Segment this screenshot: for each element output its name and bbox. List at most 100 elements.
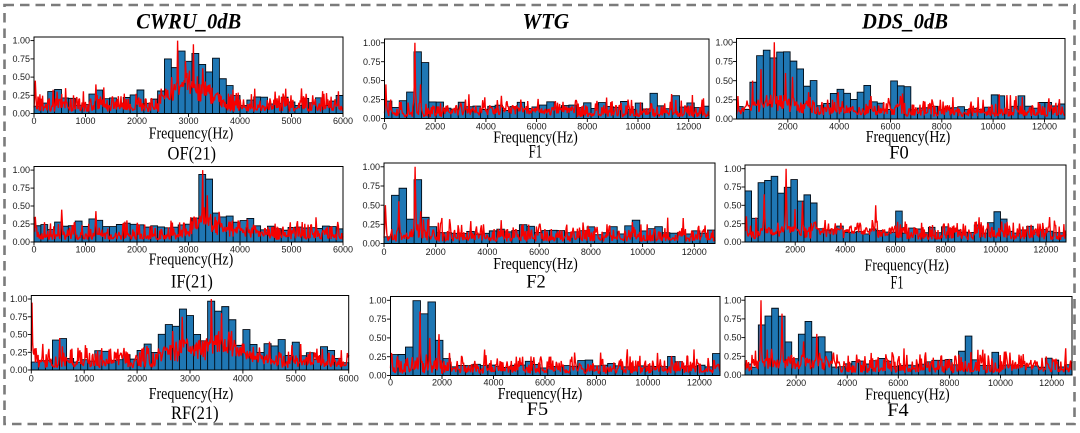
svg-text:1.00: 1.00 <box>715 37 733 47</box>
svg-text:5000: 5000 <box>281 245 301 255</box>
svg-text:4000: 4000 <box>233 373 253 383</box>
svg-text:4000: 4000 <box>230 245 250 255</box>
svg-text:6000: 6000 <box>339 373 359 383</box>
svg-text:0.75: 0.75 <box>715 57 733 67</box>
svg-text:4000: 4000 <box>837 378 857 388</box>
svg-text:1000: 1000 <box>75 245 95 255</box>
svg-text:10000: 10000 <box>635 378 660 388</box>
svg-text:Frequency(Hz): Frequency(Hz) <box>149 124 234 143</box>
svg-text:0: 0 <box>31 116 36 126</box>
svg-text:8000: 8000 <box>932 122 952 132</box>
svg-text:2000: 2000 <box>432 378 452 388</box>
svg-text:0: 0 <box>29 373 34 383</box>
svg-text:8000: 8000 <box>939 378 959 388</box>
svg-text:Frequency(Hz): Frequency(Hz) <box>498 384 583 403</box>
svg-text:0.50: 0.50 <box>362 200 380 210</box>
svg-text:0.75: 0.75 <box>362 181 380 191</box>
svg-text:1.00: 1.00 <box>12 36 30 46</box>
svg-text:8000: 8000 <box>581 247 601 257</box>
svg-text:0.00: 0.00 <box>724 370 742 380</box>
svg-text:12000: 12000 <box>682 247 707 257</box>
svg-text:5000: 5000 <box>286 373 306 383</box>
svg-text:Frequency(Hz): Frequency(Hz) <box>865 385 950 404</box>
svg-text:2000: 2000 <box>127 373 147 383</box>
svg-text:0.00: 0.00 <box>724 237 742 247</box>
svg-text:F2: F2 <box>526 273 546 293</box>
svg-text:0.25: 0.25 <box>369 352 387 362</box>
svg-text:1.00: 1.00 <box>10 294 28 304</box>
svg-text:F1: F1 <box>529 143 543 163</box>
svg-text:1.00: 1.00 <box>12 165 30 175</box>
svg-text:0.00: 0.00 <box>362 239 380 249</box>
svg-text:0.25: 0.25 <box>363 95 381 105</box>
svg-text:10000: 10000 <box>630 247 655 257</box>
svg-text:Frequency(Hz): Frequency(Hz) <box>493 254 578 273</box>
svg-text:2000: 2000 <box>426 247 446 257</box>
svg-text:8000: 8000 <box>586 378 606 388</box>
svg-text:1.00: 1.00 <box>724 164 742 174</box>
svg-text:8000: 8000 <box>577 121 597 131</box>
svg-text:0.00: 0.00 <box>12 237 30 247</box>
svg-text:0.75: 0.75 <box>369 314 387 324</box>
svg-text:1000: 1000 <box>74 373 94 383</box>
svg-text:0.50: 0.50 <box>12 201 30 211</box>
svg-text:0.75: 0.75 <box>12 54 30 64</box>
svg-text:10000: 10000 <box>625 121 650 131</box>
svg-text:0.75: 0.75 <box>12 183 30 193</box>
svg-text:3000: 3000 <box>180 373 200 383</box>
svg-text:WTG: WTG <box>523 9 570 34</box>
svg-text:0: 0 <box>381 247 386 257</box>
svg-text:4000: 4000 <box>230 116 250 126</box>
svg-text:12000: 12000 <box>1033 245 1058 255</box>
svg-text:F0: F0 <box>889 144 909 164</box>
svg-text:F5: F5 <box>527 400 548 420</box>
svg-text:2000: 2000 <box>425 121 445 131</box>
svg-text:4000: 4000 <box>476 121 496 131</box>
svg-text:10000: 10000 <box>983 245 1008 255</box>
svg-text:3000: 3000 <box>178 116 198 126</box>
svg-text:Frequency(Hz): Frequency(Hz) <box>866 127 951 146</box>
svg-text:Frequency(Hz): Frequency(Hz) <box>149 249 234 268</box>
svg-text:4000: 4000 <box>835 245 855 255</box>
svg-text:0.00: 0.00 <box>369 371 387 381</box>
svg-text:F1: F1 <box>891 273 904 293</box>
svg-text:RF(21): RF(21) <box>171 404 219 424</box>
svg-text:5000: 5000 <box>281 116 301 126</box>
svg-text:4000: 4000 <box>483 378 503 388</box>
svg-text:6000: 6000 <box>535 378 555 388</box>
svg-text:12000: 12000 <box>1032 122 1057 132</box>
svg-text:0.50: 0.50 <box>10 330 28 340</box>
svg-text:0.25: 0.25 <box>12 90 30 100</box>
svg-text:10000: 10000 <box>981 122 1006 132</box>
svg-text:1000: 1000 <box>75 116 95 126</box>
svg-text:Frequency(Hz): Frequency(Hz) <box>149 384 234 403</box>
svg-text:0.75: 0.75 <box>724 314 742 324</box>
svg-text:0.50: 0.50 <box>724 200 742 210</box>
svg-text:0.00: 0.00 <box>12 109 30 119</box>
svg-text:1.00: 1.00 <box>362 162 380 172</box>
svg-text:4000: 4000 <box>477 247 497 257</box>
svg-text:0.25: 0.25 <box>362 219 380 229</box>
svg-text:0.50: 0.50 <box>12 72 30 82</box>
svg-text:0: 0 <box>31 245 36 255</box>
svg-text:0.50: 0.50 <box>715 76 733 86</box>
svg-text:6000: 6000 <box>885 245 905 255</box>
svg-text:6000: 6000 <box>333 245 353 255</box>
svg-text:0.25: 0.25 <box>12 219 30 229</box>
svg-text:IF(21): IF(21) <box>171 272 213 292</box>
svg-text:0.00: 0.00 <box>715 114 733 124</box>
svg-text:0.25: 0.25 <box>10 347 28 357</box>
svg-text:0.50: 0.50 <box>363 76 381 86</box>
svg-text:8000: 8000 <box>936 245 956 255</box>
svg-text:12000: 12000 <box>676 121 701 131</box>
svg-text:6000: 6000 <box>333 116 353 126</box>
svg-text:6000: 6000 <box>888 378 908 388</box>
svg-text:4000: 4000 <box>829 122 849 132</box>
svg-text:0.25: 0.25 <box>724 351 742 361</box>
svg-text:0: 0 <box>382 121 387 131</box>
svg-text:0.25: 0.25 <box>724 219 742 229</box>
svg-text:0.75: 0.75 <box>724 182 742 192</box>
svg-text:2000: 2000 <box>778 122 798 132</box>
svg-text:2000: 2000 <box>785 245 805 255</box>
svg-text:12000: 12000 <box>1039 378 1064 388</box>
